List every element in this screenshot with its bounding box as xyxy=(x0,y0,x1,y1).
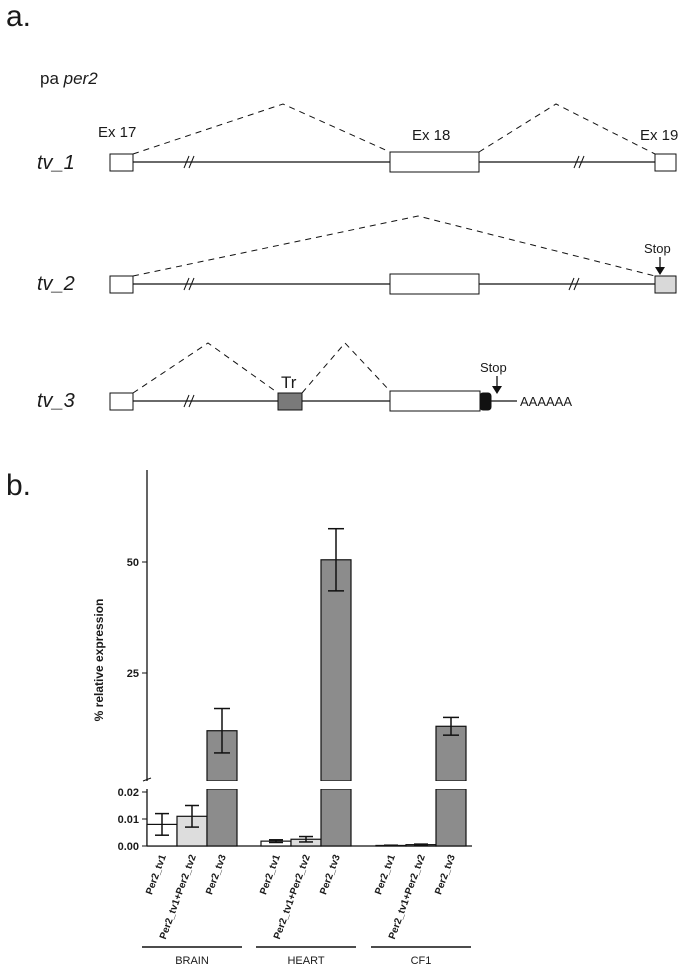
y-tick-label: 0.02 xyxy=(118,787,139,799)
bar xyxy=(320,788,352,847)
panel-a-letter: a. xyxy=(6,0,31,33)
bar xyxy=(435,788,467,847)
axis-break-mark xyxy=(568,277,580,291)
transcript-label-tv3: tv_3 xyxy=(37,390,75,412)
exon-box-19-alt xyxy=(654,275,677,294)
transcript-tv3: tv_3 Tr Stop AAAAAA xyxy=(37,342,572,412)
bar-break-gap xyxy=(320,781,352,789)
y-tick-label: 0.00 xyxy=(118,841,139,853)
group-label: CF1 xyxy=(411,955,432,967)
group-label: BRAIN xyxy=(175,955,209,967)
exon-box-17 xyxy=(109,153,134,172)
gene-prefix: pa xyxy=(40,69,64,88)
exon-box-17 xyxy=(109,275,134,294)
y-axis-title: % relative expression xyxy=(92,599,106,722)
coding-end-block xyxy=(479,392,492,411)
exon-box-18 xyxy=(389,273,480,295)
bar-break-gap xyxy=(435,781,467,789)
axis-break-mark xyxy=(183,155,195,169)
transcript-label-tv2: tv_2 xyxy=(37,273,75,295)
exon-box-19 xyxy=(654,153,677,172)
splice-junction xyxy=(132,342,279,394)
transcript-tv1: tv_1 Ex 17 Ex 18 Ex 19 xyxy=(37,103,678,174)
stop-arrow-head xyxy=(492,386,502,394)
exon-box-tr xyxy=(277,392,303,411)
bar xyxy=(206,788,238,847)
splice-junction xyxy=(132,215,656,277)
category-label: Per2_tv3 xyxy=(204,853,229,896)
polya-label: AAAAAA xyxy=(520,394,572,409)
transcript-label-tv1: tv_1 xyxy=(37,152,75,174)
y-tick-label: 0.01 xyxy=(118,814,139,826)
splice-junction xyxy=(478,103,656,155)
category-label: Per2_tv3 xyxy=(318,853,343,896)
stop-label: Stop xyxy=(644,241,671,256)
splice-junction xyxy=(132,103,391,155)
y-tick-label: 50 xyxy=(127,557,139,569)
category-label: Per2_tv3 xyxy=(433,853,458,896)
panel-b-letter: b. xyxy=(6,469,31,502)
exon-box-17 xyxy=(109,392,134,411)
axis-break-mark xyxy=(183,277,195,291)
group-label: HEART xyxy=(287,955,324,967)
axis-break-mark xyxy=(573,155,585,169)
exon-label-18: Ex 18 xyxy=(412,127,450,144)
axis-break-mark xyxy=(142,777,152,782)
gene-title: pa per2 xyxy=(40,69,98,88)
exon-label-19: Ex 19 xyxy=(640,127,678,144)
splice-junction xyxy=(301,342,391,394)
gene-name: per2 xyxy=(63,69,99,88)
tr-label: Tr xyxy=(281,373,297,392)
axis-break-mark xyxy=(183,394,195,408)
category-label: Per2_tv1 xyxy=(258,853,283,896)
stop-label: Stop xyxy=(480,360,507,375)
exon-box-18 xyxy=(389,390,481,412)
stop-arrow-head xyxy=(655,267,665,275)
bar xyxy=(320,559,352,782)
y-tick-label: 25 xyxy=(127,668,139,680)
transcript-tv2: tv_2 Stop xyxy=(37,215,677,295)
exon-label-17: Ex 17 xyxy=(98,124,136,141)
exon-box-18 xyxy=(389,151,480,173)
expression-bar-chart: 25 50 0.00 0.01 0.02 % relative expression Per… xyxy=(92,470,472,967)
category-label: Per2_tv1 xyxy=(373,853,398,896)
category-label: Per2_tv1 xyxy=(144,853,169,896)
bar-break-gap xyxy=(206,781,238,789)
